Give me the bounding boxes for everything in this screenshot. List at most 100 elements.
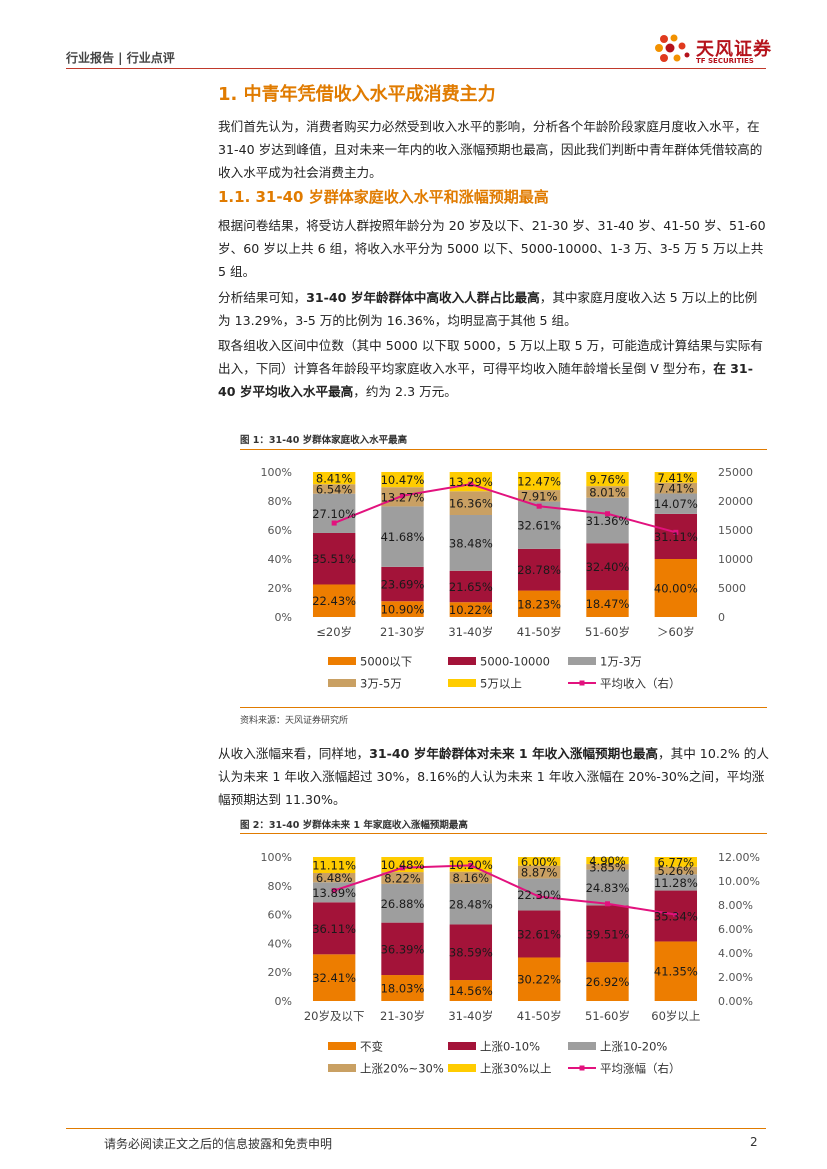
data-label: 31.36% xyxy=(586,514,630,528)
data-label: 28.48% xyxy=(449,897,493,911)
bar-segment xyxy=(654,857,698,867)
legend-label: 平均涨幅（右） xyxy=(600,1062,681,1076)
bar-segment xyxy=(312,484,356,494)
legend-label: 平均收入（右） xyxy=(600,677,681,691)
bar-segment xyxy=(586,856,629,865)
data-label: 39.51% xyxy=(586,927,630,941)
legend-swatch xyxy=(328,679,356,687)
bar-segment xyxy=(586,869,629,906)
line-marker xyxy=(331,520,337,526)
legend-label: 上涨10-20% xyxy=(600,1040,667,1054)
data-label: 6.54% xyxy=(316,482,353,496)
bar-segment xyxy=(586,590,629,617)
bar-segment xyxy=(654,559,698,617)
highlight-text: 31-40 岁年龄群体对未来 1 年收入涨幅预期也最高 xyxy=(369,746,659,761)
bar-segment xyxy=(449,980,493,1001)
bar-segment xyxy=(517,490,561,502)
bar-segment xyxy=(312,532,356,585)
data-label: 10.90% xyxy=(381,603,425,617)
data-label: 11.11% xyxy=(312,858,356,872)
data-label: 38.48% xyxy=(449,536,493,550)
bar-segment xyxy=(654,513,698,559)
data-label: 8.22% xyxy=(384,872,421,886)
left-axis-tick: 60% xyxy=(268,909,292,922)
figure2-title: 图 2：31-40 岁群体未来 1 年家庭收入涨幅预期最高 xyxy=(240,820,468,831)
bar-segment xyxy=(449,514,493,571)
bar-segment xyxy=(517,865,561,879)
bar-segment xyxy=(586,486,629,498)
left-axis-tick: 100% xyxy=(261,466,292,479)
data-label: 8.01% xyxy=(589,485,626,499)
highlight-text: 在 31-40 岁平均收入水平最高 xyxy=(218,361,753,399)
method-paragraph: 根据问卷结果，将受访人群按照年龄分为 20 岁及以下、21-30 岁、31-40… xyxy=(218,218,766,279)
line-marker xyxy=(673,912,679,918)
right-axis-tick: 6.00% xyxy=(718,923,753,936)
left-axis-tick: 40% xyxy=(268,937,292,950)
bar-segment xyxy=(517,857,561,866)
legend-line-marker xyxy=(579,1065,585,1071)
data-label: 36.11% xyxy=(312,922,356,936)
right-axis-tick: 2.00% xyxy=(718,971,753,984)
logo-subtext: TF SECURITIES xyxy=(696,57,754,65)
bar-segment xyxy=(381,506,424,567)
legend-label: 上涨0-10% xyxy=(480,1040,540,1054)
data-label: 5.26% xyxy=(658,864,695,878)
bar-segment xyxy=(449,871,493,884)
page-number: 2 xyxy=(750,1135,758,1149)
category-label: 20岁及以下 xyxy=(304,1009,365,1023)
logo-text: 天风证券 xyxy=(696,39,772,60)
legend-label: 5000-10000 xyxy=(480,655,550,669)
result-paragraph: 分析结果可知，31-40 岁年龄群体中高收入人群占比最高，其中家庭月度收入达 5… xyxy=(218,290,758,328)
data-label: 7.41% xyxy=(658,482,695,496)
right-axis-tick: 0 xyxy=(718,611,725,624)
data-label: 35.34% xyxy=(654,910,698,924)
legend-swatch xyxy=(568,1042,596,1050)
left-axis-tick: 0% xyxy=(275,611,292,624)
line-marker xyxy=(605,901,610,907)
data-label: 27.10% xyxy=(312,507,356,521)
data-label: 8.16% xyxy=(453,871,490,885)
data-label: 36.39% xyxy=(381,942,425,956)
left-axis-tick: 80% xyxy=(268,495,292,508)
category-label: 60岁以上 xyxy=(651,1009,700,1023)
footer-divider xyxy=(66,1128,766,1129)
category-label: 41-50岁 xyxy=(517,625,562,639)
bar-segment xyxy=(381,922,424,976)
average-paragraph: 取各组收入区间中位数（其中 5000 以下取 5000，5 万以上取 5 万，可… xyxy=(218,338,763,399)
right-axis-tick: 8.00% xyxy=(718,899,753,912)
data-label: 16.36% xyxy=(449,497,493,511)
data-label: 10.20% xyxy=(449,858,493,872)
logo-flower-icon xyxy=(655,34,690,62)
right-axis-tick: 5000 xyxy=(718,582,746,595)
growth-paragraph: 从收入涨幅来看，同样地，31-40 岁年龄群体对未来 1 年收入涨幅预期也最高，… xyxy=(218,746,769,807)
income-growth-chart: 0%20%40%60%80%100%0.00%2.00%4.00%6.00%8.… xyxy=(261,851,760,1076)
data-label: 8.87% xyxy=(521,866,558,880)
data-label: 13.27% xyxy=(381,490,425,504)
bar-segment xyxy=(449,883,493,925)
figure1-bottom-rule xyxy=(240,707,767,708)
data-label: 22.43% xyxy=(312,594,356,608)
left-axis-tick: 20% xyxy=(268,582,292,595)
section-title: 1. 中青年凭借收入水平成消费主力 xyxy=(218,84,496,105)
data-label: 7.41% xyxy=(658,471,695,485)
right-axis-tick: 15000 xyxy=(718,524,753,537)
data-label: 10.47% xyxy=(381,473,425,487)
bar-segment xyxy=(449,602,493,617)
legend-line-marker xyxy=(579,680,585,686)
legend-swatch xyxy=(568,657,596,665)
bar-segment xyxy=(312,872,356,883)
bar-segment xyxy=(381,883,424,923)
right-axis-tick: 25000 xyxy=(718,466,753,479)
legend-label: 5万以上 xyxy=(480,677,522,691)
data-label: 24.83% xyxy=(586,881,630,895)
data-label: 32.61% xyxy=(517,928,561,942)
bar-segment xyxy=(586,497,629,544)
category-label: 41-50岁 xyxy=(517,1009,562,1023)
legend-swatch xyxy=(328,1042,356,1050)
right-axis-tick: 10000 xyxy=(718,553,753,566)
data-label: 30.22% xyxy=(517,973,561,987)
subsection-title: 1.1. 31-40 岁群体家庭收入水平和涨幅预期最高 xyxy=(218,188,549,206)
bar-segment xyxy=(654,874,698,891)
bar-segment xyxy=(381,601,424,617)
data-label: 28.78% xyxy=(517,563,561,577)
